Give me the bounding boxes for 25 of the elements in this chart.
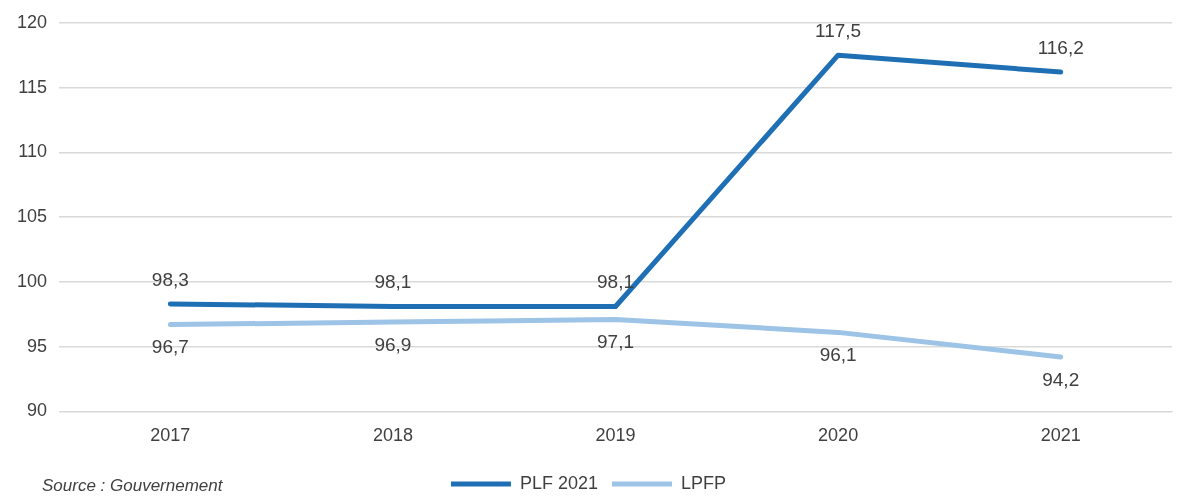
y-tick-label: 95 xyxy=(27,335,48,356)
x-tick-label: 2018 xyxy=(372,425,413,446)
source-note: Source : Gouvernement xyxy=(42,476,224,496)
x-tick-label: 2020 xyxy=(818,425,859,446)
x-tick-label: 2019 xyxy=(595,425,636,446)
x-tick-label: 2017 xyxy=(150,425,191,446)
data-label: 98,1 xyxy=(597,271,635,293)
data-label: 98,3 xyxy=(151,268,189,290)
data-label: 96,7 xyxy=(151,336,189,358)
data-label: 117,5 xyxy=(815,19,862,41)
data-label: 96,1 xyxy=(819,344,857,366)
y-tick-label: 115 xyxy=(18,76,48,97)
data-label: 98,1 xyxy=(374,271,412,293)
legend-label: PLF 2021 xyxy=(519,472,599,493)
data-label: 94,2 xyxy=(1042,368,1080,390)
y-tick-label: 105 xyxy=(16,206,48,227)
y-tick-label: 100 xyxy=(16,270,48,291)
y-tick-label: 110 xyxy=(18,141,48,162)
x-tick-label: 2021 xyxy=(1040,425,1081,446)
data-label: 116,2 xyxy=(1037,36,1084,58)
y-tick-label: 120 xyxy=(16,11,48,32)
legend-label: LPFP xyxy=(681,472,727,493)
data-label: 96,9 xyxy=(374,333,412,355)
y-tick-label: 90 xyxy=(27,400,48,421)
data-label: 97,1 xyxy=(597,331,635,353)
